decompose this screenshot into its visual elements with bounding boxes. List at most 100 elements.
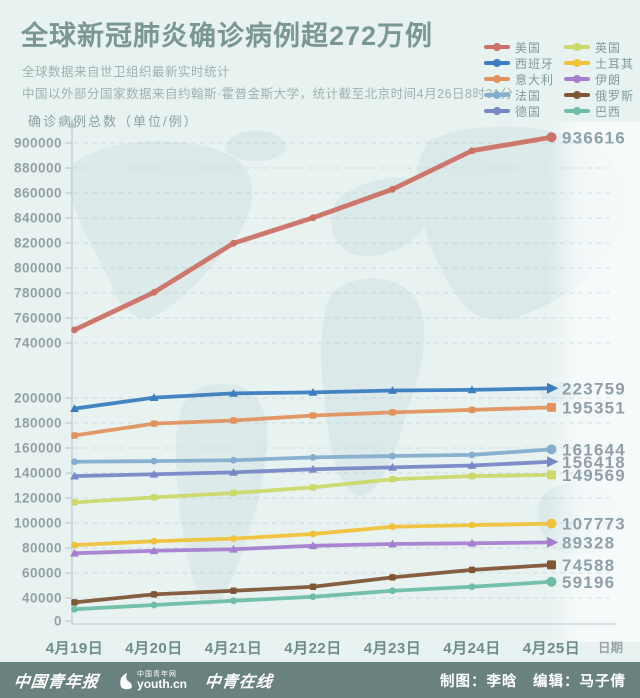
y-axis-arrow <box>68 119 76 128</box>
legend-swatch-russia <box>563 91 590 99</box>
legend-item-uk: 英国 <box>563 39 634 55</box>
series-brazil: 59196 <box>71 573 614 613</box>
y-tick-label: 820000 <box>14 236 62 251</box>
data-point-marker <box>547 382 559 394</box>
data-point-marker <box>309 593 317 601</box>
data-point-marker <box>230 597 237 605</box>
y-tick-label: 880000 <box>14 161 62 176</box>
y-tick-label: 740000 <box>14 336 62 351</box>
legend-marker-dot <box>492 75 501 83</box>
data-point-marker <box>467 385 477 394</box>
data-point-marker <box>308 387 318 396</box>
data-point-marker <box>230 417 237 424</box>
y-tick-label: 780000 <box>14 286 62 301</box>
data-point-marker <box>388 462 397 471</box>
data-point-marker <box>546 576 557 587</box>
legend-label-us: 美国 <box>514 40 541 55</box>
data-point-marker <box>389 574 396 581</box>
data-point-marker <box>150 288 158 296</box>
legend-label-brazil: 巴西 <box>594 104 621 119</box>
legend-swatch-italy <box>483 75 510 83</box>
data-point-marker <box>468 521 476 529</box>
data-point-marker <box>468 406 476 414</box>
legend-swatch-us <box>483 43 510 51</box>
legend-swatch-spain <box>483 59 510 67</box>
legend-item-turkey: 土耳其 <box>563 55 634 71</box>
data-point-marker <box>71 458 78 466</box>
legend-marker-dot <box>492 43 501 51</box>
data-point-marker <box>389 476 396 483</box>
data-point-marker <box>388 539 397 548</box>
axis-labels: 9000008800008600008400008200008000007800… <box>14 136 623 658</box>
logo-youthcn-main: youth.cn <box>137 676 188 691</box>
data-point-marker <box>70 548 79 557</box>
legend-marker-dot <box>492 107 501 115</box>
data-point-marker <box>229 544 238 553</box>
data-point-marker <box>229 467 238 476</box>
data-point-marker <box>389 587 396 595</box>
data-point-marker <box>389 523 396 531</box>
data-point-marker <box>389 452 396 460</box>
series-france: 161644 <box>71 440 625 466</box>
data-point-marker <box>150 591 158 598</box>
data-point-marker <box>468 566 476 574</box>
data-point-marker <box>71 599 78 606</box>
data-point-marker <box>309 583 317 590</box>
legend-item-italy: 意大利 <box>483 71 554 87</box>
page-title: 全球新冠肺炎确诊病例超272万例 <box>21 21 434 51</box>
data-point-marker <box>230 489 237 497</box>
data-point-marker <box>150 420 158 427</box>
y-tick-label: 200000 <box>14 391 62 406</box>
data-point-marker <box>150 457 158 465</box>
data-point-marker <box>229 388 238 397</box>
data-point-marker <box>467 538 477 547</box>
data-point-marker <box>547 402 556 412</box>
data-point-marker <box>71 605 78 613</box>
data-point-marker <box>70 471 79 480</box>
y-tick-label: 840000 <box>14 211 62 226</box>
y-tick-label: 0 <box>54 614 62 629</box>
legend-marker-dot <box>492 59 501 67</box>
chart-legend: 美国 西班牙 意大利 法国 德国 英国 土耳其 伊朗 俄罗斯 巴西 <box>483 39 634 119</box>
y-tick-label: 160000 <box>14 441 62 456</box>
data-point-marker <box>546 444 557 455</box>
end-value-label-russia: 74588 <box>562 556 615 575</box>
y-tick-label: 140000 <box>14 466 62 481</box>
footer-bar: 中国青年报 中国青年网 youth.cn 中青在线 制图：李晗 编辑：马子倩 <box>0 662 640 698</box>
y-tick-label: 860000 <box>14 186 62 201</box>
y-tick-label: 760000 <box>14 311 62 326</box>
legend-label-uk: 英国 <box>594 40 621 55</box>
legend-marker-dot <box>572 75 581 83</box>
data-point-marker <box>71 499 78 506</box>
y-tick-label: 60000 <box>22 566 62 581</box>
legend-label-turkey: 土耳其 <box>594 56 634 71</box>
end-value-label-spain: 223759 <box>562 379 626 398</box>
data-point-marker <box>150 537 158 545</box>
legend-label-iran: 伊朗 <box>594 72 621 87</box>
data-point-marker <box>468 583 476 591</box>
data-point-marker <box>389 409 396 416</box>
series-uk: 149569 <box>71 466 626 506</box>
x-tick-label: 4月23日 <box>364 640 422 657</box>
data-point-marker <box>547 470 556 480</box>
data-point-marker <box>149 469 159 478</box>
legend-swatch-germany <box>483 107 510 115</box>
legend-marker-dot <box>572 91 581 99</box>
y-tick-label: 100000 <box>14 516 62 531</box>
end-value-label-uk: 149569 <box>562 466 626 485</box>
data-point-marker <box>308 541 318 550</box>
logo-china-youth-daily: 中国青年报 <box>12 674 100 691</box>
legend-label-russia: 俄罗斯 <box>594 88 634 103</box>
y-tick-label: 80000 <box>22 541 62 556</box>
data-point-marker <box>150 494 158 501</box>
x-tick-label: 4月25日 <box>523 640 581 657</box>
data-point-marker <box>230 587 237 594</box>
end-value-label-iran: 89328 <box>562 533 615 552</box>
data-point-marker <box>467 461 477 469</box>
legend-label-spain: 西班牙 <box>514 56 554 71</box>
data-point-marker <box>468 451 476 459</box>
data-point-marker <box>309 214 317 222</box>
axes <box>65 119 616 625</box>
